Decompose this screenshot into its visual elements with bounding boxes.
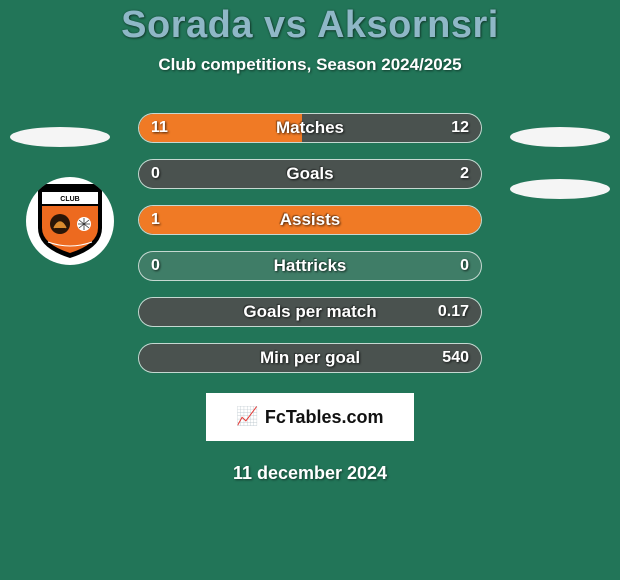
bar-fill-right [302, 114, 481, 142]
bar-goals: 0 2 Goals [138, 159, 482, 189]
bar-value-left: 0 [151, 252, 160, 280]
bar-fill-left [139, 206, 481, 234]
comparison-bars: 11 12 Matches 0 2 Goals 1 Assists 0 0 Ha… [138, 113, 482, 373]
brand-chart-icon: 📈 [236, 406, 258, 427]
bar-assists: 1 Assists [138, 205, 482, 235]
bar-matches: 11 12 Matches [138, 113, 482, 143]
bar-label: Hattricks [139, 252, 481, 280]
bar-fill-right [139, 344, 481, 372]
bar-hattricks: 0 0 Hattricks [138, 251, 482, 281]
page-subtitle: Club competitions, Season 2024/2025 [158, 55, 461, 75]
bar-fill-right [139, 298, 481, 326]
page-title: Sorada vs Aksornsri [121, 4, 499, 47]
bar-min-per-goal: 540 Min per goal [138, 343, 482, 373]
bar-goals-per-match: 0.17 Goals per match [138, 297, 482, 327]
date-text: 11 december 2024 [233, 463, 387, 484]
brand-text: FcTables.com [265, 407, 384, 428]
bar-fill-left [139, 114, 302, 142]
bar-value-right: 0 [460, 252, 469, 280]
brand-link[interactable]: 📈 FcTables.com [206, 393, 414, 441]
bar-fill-right [139, 160, 481, 188]
